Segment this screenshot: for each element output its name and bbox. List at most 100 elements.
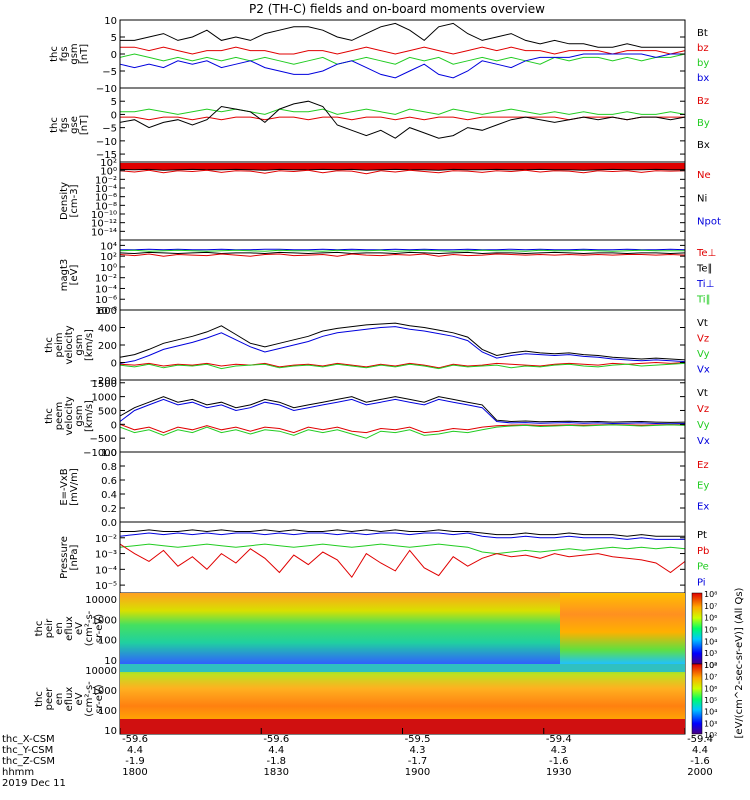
red-status-bar xyxy=(120,163,685,170)
series-vt-line xyxy=(119,322,686,361)
y-axis-label: fgs xyxy=(59,46,70,61)
y-tick-label: 10² xyxy=(100,158,117,169)
y-tick-label: −200 xyxy=(90,376,117,387)
legend-pt: Pt xyxy=(697,530,707,541)
y-tick-label: 5 xyxy=(111,97,117,108)
y-tick-label: −5 xyxy=(102,124,117,135)
y-axis-label: thc xyxy=(49,46,60,62)
panel-frame xyxy=(119,87,686,163)
x-tick-label: 1900 xyxy=(405,767,430,778)
series-by-line xyxy=(120,108,686,115)
y-tick-label: 400 xyxy=(98,324,117,335)
x-tick-label: 4.3 xyxy=(410,745,426,756)
panel-frame xyxy=(119,451,686,523)
legend-pe: Pe xyxy=(697,562,709,573)
panel-1: 10 5 0 −5 −10 thc fgs gsm [nT] Bt bz by bx xyxy=(49,16,709,95)
y-axis-label: peem xyxy=(54,402,65,430)
y-tick-label: 10⁻⁶ xyxy=(95,193,117,204)
y-tick-label: 10⁻² xyxy=(95,274,117,285)
x-tick-label: 1830 xyxy=(264,767,289,778)
x-tick-label: -59.5 xyxy=(405,734,431,745)
y-axis-label: thc xyxy=(44,408,55,424)
y-axis-label: fgs xyxy=(59,117,70,132)
series-ti⊥-line xyxy=(120,248,686,251)
y-tick-label: 100 xyxy=(98,636,117,647)
legend-ne: Ne xyxy=(697,170,711,181)
legend-bx: bx xyxy=(697,73,709,84)
y-axis-label: eflux xyxy=(64,687,75,712)
y-tick-label: 1000 xyxy=(92,686,117,697)
x-tick-label: 2000 xyxy=(687,767,712,778)
y-tick-label: 5 xyxy=(111,33,117,44)
y-tick-label: 0.2 xyxy=(101,504,117,515)
x-tick-label: 1800 xyxy=(122,767,147,778)
y-tick-label: 600 xyxy=(98,306,117,317)
panel-7: 1.0 0.8 0.6 0.4 0.2 0.0 E=-VxB [mV/m] Ez Ey Ex xyxy=(59,448,709,529)
legend-bz: bz xyxy=(697,43,709,54)
y-tick-label: 10⁻² xyxy=(95,175,117,186)
legend-ey: Ey xyxy=(697,481,709,492)
panel-frame xyxy=(119,521,686,594)
y-axis-label: sr-eV) xyxy=(94,614,105,643)
electron-top-band xyxy=(120,664,685,672)
colorbar-tick-label: 10⁸ xyxy=(704,590,717,599)
y-tick-label: 0.8 xyxy=(101,462,117,473)
legend-by: By xyxy=(697,118,710,129)
y-tick-label: 10000 xyxy=(85,595,117,606)
series-ti∥-line xyxy=(119,249,685,252)
legend-ex: Ex xyxy=(697,501,709,512)
y-axis-label: gsm xyxy=(74,334,85,355)
y-tick-label: 10⁻¹⁴ xyxy=(91,227,117,238)
colorbar-tick-label: 10⁷ xyxy=(704,673,717,682)
y-axis-label: velocity xyxy=(64,396,75,435)
y-axis-label: [km/s] xyxy=(84,329,95,361)
y-axis-label: gsm xyxy=(74,405,85,426)
series-bz-line xyxy=(120,46,686,55)
legend-vz: Vz xyxy=(697,334,709,345)
x-tick-label: 1930 xyxy=(546,767,571,778)
legend-vx: Vx xyxy=(697,436,710,447)
y-tick-label: 10⁻⁶ xyxy=(95,295,117,306)
panel-6: 1500 1000 500 0 −500 −1000 thc peem velocity gsm[… xyxy=(44,379,710,459)
y-tick-label: 10⁰ xyxy=(100,167,117,178)
panel-8: 10⁻² 10⁻³ 10⁻⁴ 10⁻⁵ Pressure [nPa] Pt Pb Pe Pi xyxy=(59,521,709,594)
y-tick-label: 10⁻¹⁰ xyxy=(91,210,117,221)
colorbar-label: [eV/(cm^2-sec-sr-eV)] (All Qs) xyxy=(734,587,745,738)
panel-5: 600 400 200 0 −200 thc peim velocity gsm [km/s] Vt… xyxy=(44,306,710,387)
y-axis-label: eV xyxy=(74,692,85,705)
y-tick-label: 0.4 xyxy=(101,490,117,501)
series-by-line xyxy=(119,53,686,65)
colorbar-tick-label: 10⁴ xyxy=(704,637,717,646)
legend-pb: Pb xyxy=(697,546,709,557)
x-tick-label: -1.6 xyxy=(549,756,569,767)
legend-pi: Pi xyxy=(697,577,706,588)
y-axis-label: gsm xyxy=(69,43,80,64)
colorbar-tick-label: 10⁴ xyxy=(704,708,717,717)
y-tick-label: 10⁻⁸ xyxy=(95,201,117,212)
series-ni-line xyxy=(119,168,685,171)
legend-te∥: Te∥ xyxy=(696,264,713,275)
colorbar-tick-label: 10⁶ xyxy=(704,614,717,623)
x-tick-label: -59.6 xyxy=(122,734,148,745)
y-tick-label: 10 xyxy=(104,656,117,667)
y-tick-label: 0 xyxy=(111,420,117,431)
y-tick-label: 0 xyxy=(111,50,117,61)
y-tick-label: 10⁻⁴ xyxy=(95,184,117,195)
colorbar: 10²10³10⁴10⁵10⁶10⁷10⁸10²10³10⁴10⁵10⁶10⁷1… xyxy=(691,587,745,740)
y-tick-label: 0.0 xyxy=(101,518,117,529)
time-row-label: thc_Z-CSM xyxy=(2,756,55,767)
y-tick-label: 1000 xyxy=(92,615,117,626)
y-axis-label: thc xyxy=(34,691,45,707)
x-tick-label: -59.4 xyxy=(687,734,713,745)
y-tick-label: 10⁰ xyxy=(100,263,117,274)
panel-frame xyxy=(119,379,686,453)
y-axis-label: Pressure xyxy=(59,536,70,579)
y-tick-label: 10 xyxy=(104,726,117,737)
y-axis-label: [mV/m] xyxy=(69,468,80,506)
y-axis-label: en xyxy=(54,693,65,706)
colorbar-tick-label: 10⁸ xyxy=(704,661,717,670)
series-vy-line xyxy=(119,362,686,370)
legend-bt: Bt xyxy=(697,28,708,39)
y-tick-label: −500 xyxy=(90,434,117,445)
